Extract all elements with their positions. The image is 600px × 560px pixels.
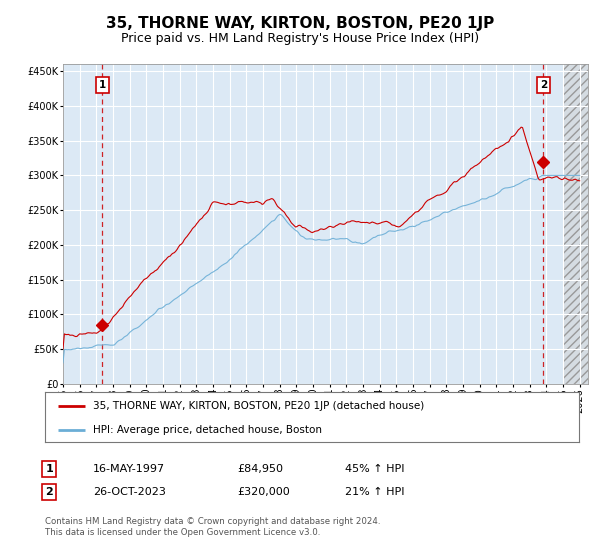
Text: 35, THORNE WAY, KIRTON, BOSTON, PE20 1JP (detached house): 35, THORNE WAY, KIRTON, BOSTON, PE20 1JP… [93, 401, 424, 411]
Bar [563, 64, 600, 384]
Text: 35, THORNE WAY, KIRTON, BOSTON, PE20 1JP: 35, THORNE WAY, KIRTON, BOSTON, PE20 1JP [106, 16, 494, 31]
Text: 26-OCT-2023: 26-OCT-2023 [93, 487, 166, 497]
Text: 2: 2 [540, 80, 547, 90]
Text: 1: 1 [46, 464, 53, 474]
Text: £84,950: £84,950 [237, 464, 283, 474]
Text: Price paid vs. HM Land Registry's House Price Index (HPI): Price paid vs. HM Land Registry's House … [121, 32, 479, 45]
Text: 2: 2 [46, 487, 53, 497]
Text: Contains HM Land Registry data © Crown copyright and database right 2024.
This d: Contains HM Land Registry data © Crown c… [45, 517, 380, 537]
Text: 45% ↑ HPI: 45% ↑ HPI [345, 464, 404, 474]
Text: HPI: Average price, detached house, Boston: HPI: Average price, detached house, Bost… [93, 425, 322, 435]
Text: 16-MAY-1997: 16-MAY-1997 [93, 464, 165, 474]
Text: 1: 1 [99, 80, 106, 90]
Text: 21% ↑ HPI: 21% ↑ HPI [345, 487, 404, 497]
Text: £320,000: £320,000 [237, 487, 290, 497]
Bar [563, 64, 600, 384]
